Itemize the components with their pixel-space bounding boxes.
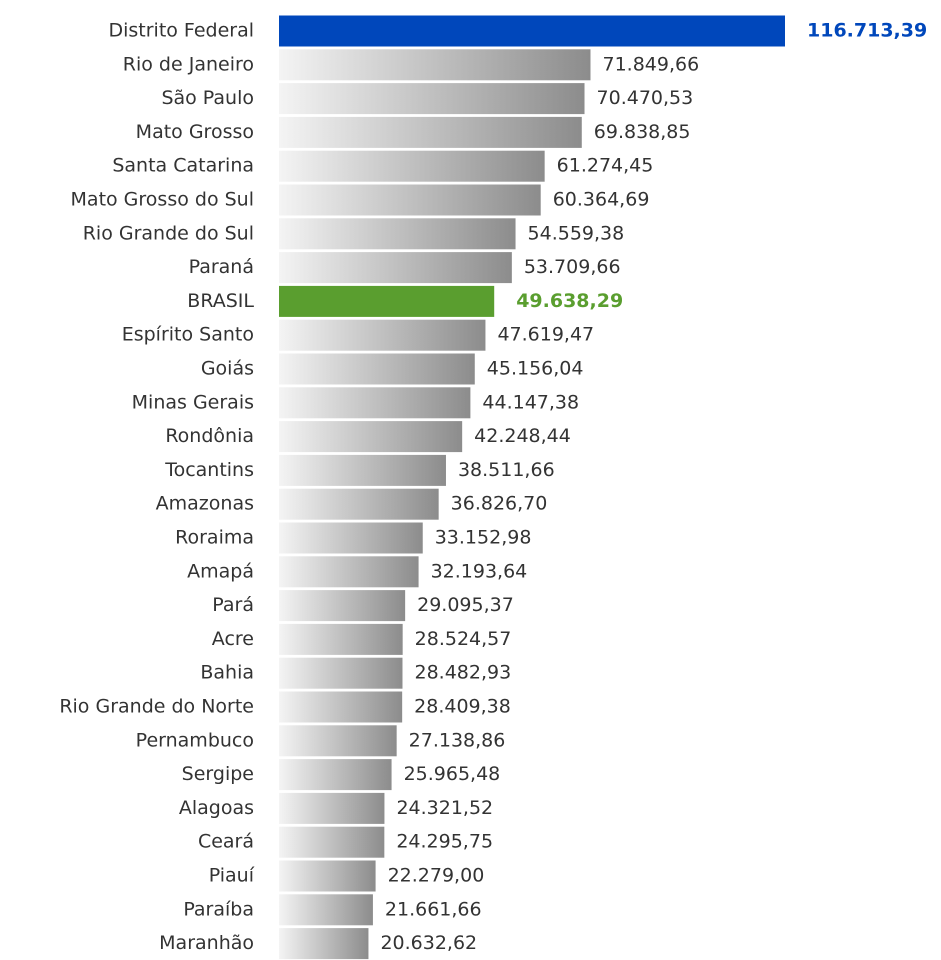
value-label: 24.295,75: [396, 831, 493, 853]
value-label: 54.559,38: [528, 222, 625, 244]
bar: [279, 252, 512, 284]
bar: [279, 860, 376, 892]
category-label: Piauí: [209, 865, 255, 887]
category-label: Bahia: [200, 662, 254, 684]
value-label: 53.709,66: [524, 256, 621, 278]
category-label: Acre: [212, 628, 254, 650]
value-label: 45.156,04: [487, 358, 584, 380]
category-label: Alagoas: [179, 797, 254, 819]
bar: [279, 387, 471, 419]
bar: [279, 116, 582, 148]
bar: [279, 522, 423, 554]
category-label: Rio Grande do Sul: [83, 222, 254, 244]
bar: [279, 83, 585, 115]
value-label: 28.524,57: [415, 628, 512, 650]
value-label: 60.364,69: [553, 189, 650, 211]
value-label: 69.838,85: [594, 121, 691, 143]
category-label: Roraima: [175, 527, 254, 549]
category-label: Amapá: [187, 560, 254, 582]
category-label: Mato Grosso: [136, 121, 254, 143]
value-label: 20.632,62: [380, 932, 477, 954]
value-label: 71.849,66: [602, 53, 699, 75]
bar: [279, 353, 475, 385]
bar: [279, 49, 591, 81]
bar: [279, 623, 403, 655]
value-label: 32.193,64: [431, 560, 528, 582]
bar: [279, 15, 785, 47]
bar: [279, 590, 406, 622]
category-label: Maranhão: [159, 932, 254, 954]
value-label: 61.274,45: [557, 155, 654, 177]
category-label: Sergipe: [182, 763, 254, 785]
bar: [279, 725, 397, 757]
value-label: 49.638,29: [516, 290, 623, 312]
bar: [279, 454, 446, 486]
category-label: Paraná: [189, 256, 254, 278]
value-label: 27.138,86: [409, 729, 506, 751]
category-label: Espírito Santo: [122, 324, 254, 346]
category-label: Distrito Federal: [108, 20, 254, 42]
bar: [279, 691, 403, 723]
category-label: Pará: [212, 594, 254, 616]
bar: [279, 184, 541, 216]
category-label: Rio de Janeiro: [123, 53, 254, 75]
bar: [279, 826, 385, 858]
value-label: 38.511,66: [458, 459, 555, 481]
value-label: 29.095,37: [417, 594, 514, 616]
category-label: Amazonas: [156, 493, 254, 515]
category-label: Tocantins: [164, 459, 254, 481]
value-label: 116.713,39: [807, 20, 927, 42]
category-label: Rondônia: [165, 425, 254, 447]
value-label: 47.619,47: [497, 324, 594, 346]
value-label: 44.147,38: [482, 391, 579, 413]
bar: [279, 488, 439, 520]
bar: [279, 319, 486, 351]
bar: [279, 556, 419, 588]
category-label: Ceará: [198, 831, 254, 853]
value-label: 42.248,44: [474, 425, 571, 447]
bar: [279, 657, 403, 689]
value-label: 36.826,70: [451, 493, 548, 515]
bar: [279, 894, 373, 926]
value-label: 28.482,93: [414, 662, 511, 684]
value-label: 25.965,48: [404, 763, 501, 785]
value-label: 24.321,52: [396, 797, 493, 819]
bar: [279, 218, 516, 250]
bar: [279, 759, 392, 791]
category-label: Mato Grosso do Sul: [71, 189, 254, 211]
bar: [279, 928, 369, 960]
category-label: Paraíba: [183, 898, 254, 920]
category-label: BRASIL: [187, 290, 254, 312]
value-label: 21.661,66: [385, 898, 482, 920]
category-label: Minas Gerais: [132, 391, 254, 413]
value-label: 22.279,00: [388, 865, 485, 887]
value-label: 33.152,98: [435, 527, 532, 549]
category-label: Pernambuco: [136, 729, 254, 751]
bar: [279, 150, 545, 182]
bar: [279, 421, 463, 453]
category-label: São Paulo: [161, 87, 254, 109]
value-label: 70.470,53: [597, 87, 694, 109]
bar: [279, 792, 385, 824]
bar: [279, 285, 495, 317]
value-label: 28.409,38: [414, 696, 511, 718]
category-label: Santa Catarina: [112, 155, 254, 177]
category-label: Goiás: [201, 358, 254, 380]
category-label: Rio Grande do Norte: [59, 696, 254, 718]
